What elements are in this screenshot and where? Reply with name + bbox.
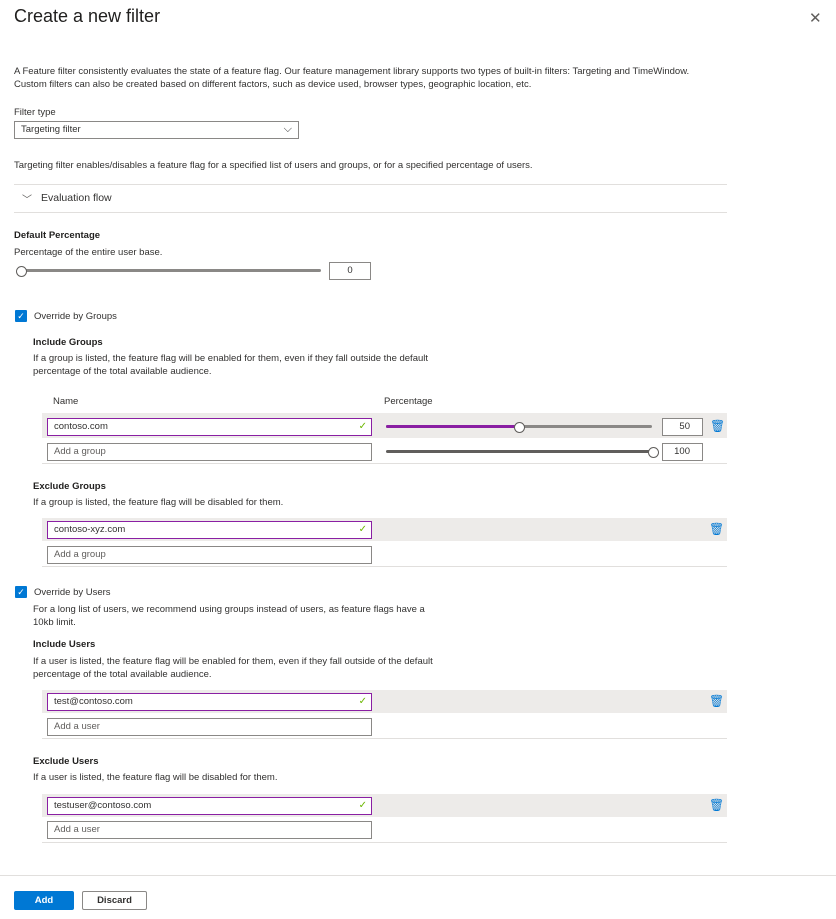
description-line: A Feature filter consistently evaluates … bbox=[14, 66, 690, 77]
slider-thumb[interactable] bbox=[514, 422, 525, 433]
override-users-checkbox[interactable]: ✓ bbox=[15, 586, 27, 598]
check-icon: ✓ bbox=[358, 524, 367, 535]
column-percentage: Percentage bbox=[384, 396, 433, 407]
add-group-percentage-slider[interactable] bbox=[386, 450, 653, 453]
override-users-note: For a long list of users, we recommend u… bbox=[33, 604, 425, 615]
exclude-groups-text: If a group is listed, the feature flag w… bbox=[33, 497, 284, 508]
filter-type-label: Filter type bbox=[14, 107, 56, 118]
override-groups-checkbox[interactable]: ✓ bbox=[15, 310, 27, 322]
filter-type-select[interactable]: Targeting filter ⌵ bbox=[14, 121, 299, 139]
slider-thumb[interactable] bbox=[648, 447, 659, 458]
check-icon: ✓ bbox=[358, 421, 367, 432]
group-percentage-input[interactable]: 50 bbox=[662, 418, 703, 436]
include-user-input[interactable]: test@contoso.com ✓ bbox=[47, 693, 372, 711]
description-line: Custom filters can also be created based… bbox=[14, 79, 532, 90]
include-users-text: percentage of the total available audien… bbox=[33, 669, 212, 680]
check-icon: ✓ bbox=[358, 696, 367, 707]
add-group-input[interactable]: Add a group bbox=[47, 546, 372, 564]
filter-type-value: Targeting filter bbox=[21, 124, 81, 135]
delete-icon[interactable]: 🗑 bbox=[709, 694, 725, 708]
exclude-user-input[interactable]: testuser@contoso.com ✓ bbox=[47, 797, 372, 815]
discard-button[interactable]: Discard bbox=[82, 891, 147, 910]
chevron-down-icon[interactable]: ﹀ bbox=[22, 195, 32, 206]
include-groups-text: percentage of the total available audien… bbox=[33, 366, 212, 377]
delete-icon[interactable]: 🗑 bbox=[709, 798, 725, 812]
add-button[interactable]: Add bbox=[14, 891, 74, 910]
default-percentage-subtitle: Percentage of the entire user base. bbox=[14, 247, 163, 258]
include-groups-text: If a group is listed, the feature flag w… bbox=[33, 353, 429, 364]
default-percentage-slider[interactable] bbox=[20, 269, 321, 272]
evaluation-flow-toggle[interactable]: Evaluation flow bbox=[41, 192, 112, 204]
chevron-down-icon: ⌵ bbox=[283, 123, 292, 135]
group-name-input[interactable]: contoso.com ✓ bbox=[47, 418, 372, 436]
add-group-percentage-input[interactable]: 100 bbox=[662, 443, 703, 461]
add-user-input[interactable]: Add a user bbox=[47, 821, 372, 839]
check-icon: ✓ bbox=[358, 800, 367, 811]
page-title: Create a new filter bbox=[14, 6, 161, 26]
add-group-input[interactable]: Add a group bbox=[47, 443, 372, 461]
override-users-note: 10kb limit. bbox=[33, 617, 76, 628]
exclude-users-text: If a user is listed, the feature flag wi… bbox=[33, 772, 278, 783]
default-percentage-title: Default Percentage bbox=[14, 230, 101, 241]
override-groups-label: Override by Groups bbox=[34, 311, 117, 322]
exclude-users-title: Exclude Users bbox=[33, 756, 99, 767]
add-user-input[interactable]: Add a user bbox=[47, 718, 372, 736]
close-icon[interactable]: ✕ bbox=[809, 10, 822, 27]
include-groups-title: Include Groups bbox=[33, 337, 103, 348]
group-percentage-slider[interactable] bbox=[386, 425, 519, 428]
include-users-title: Include Users bbox=[33, 639, 96, 650]
slider-thumb[interactable] bbox=[16, 266, 27, 277]
override-users-label: Override by Users bbox=[34, 587, 111, 598]
include-users-text: If a user is listed, the feature flag wi… bbox=[33, 656, 433, 667]
default-percentage-input[interactable]: 0 bbox=[329, 262, 371, 280]
delete-icon[interactable]: 🗑 bbox=[710, 419, 726, 433]
exclude-group-input[interactable]: contoso-xyz.com ✓ bbox=[47, 521, 372, 539]
exclude-groups-title: Exclude Groups bbox=[33, 481, 106, 492]
delete-icon[interactable]: 🗑 bbox=[709, 522, 725, 536]
targeting-description: Targeting filter enables/disables a feat… bbox=[14, 160, 533, 171]
column-name: Name bbox=[53, 396, 79, 407]
